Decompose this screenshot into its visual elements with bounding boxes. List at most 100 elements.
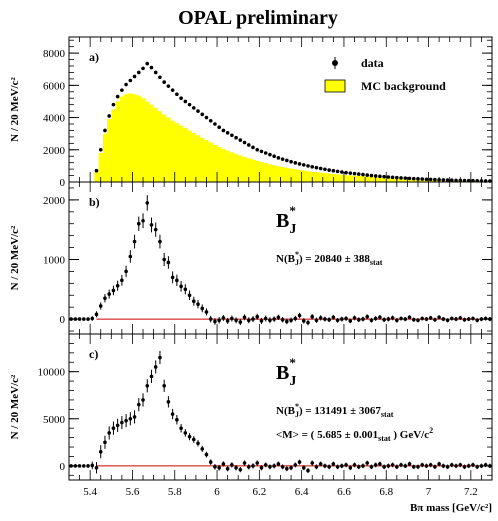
data-point bbox=[450, 316, 454, 321]
data-point bbox=[251, 317, 255, 321]
data-point bbox=[141, 218, 145, 223]
data-point bbox=[98, 449, 103, 454]
data-point bbox=[365, 173, 370, 177]
data-point bbox=[179, 284, 183, 289]
data-point bbox=[213, 319, 217, 324]
data-point bbox=[458, 316, 463, 320]
data-point bbox=[187, 434, 192, 439]
data-point bbox=[352, 316, 357, 320]
data-point bbox=[103, 296, 107, 301]
data-point bbox=[149, 65, 154, 70]
data-point bbox=[488, 464, 492, 468]
data-point bbox=[348, 465, 353, 470]
data-point bbox=[450, 463, 454, 467]
data-point bbox=[263, 463, 268, 467]
data-point bbox=[153, 70, 158, 75]
data-point bbox=[323, 317, 327, 321]
data-point bbox=[424, 464, 429, 468]
data-point bbox=[86, 317, 90, 321]
data-point bbox=[145, 61, 150, 66]
data-point bbox=[293, 316, 298, 321]
data-point bbox=[441, 178, 446, 182]
data-point bbox=[352, 463, 357, 467]
data-point bbox=[462, 317, 467, 322]
data-point bbox=[107, 431, 111, 435]
data-point bbox=[340, 170, 344, 174]
data-point bbox=[356, 172, 361, 176]
data-point bbox=[454, 317, 458, 321]
data-point bbox=[208, 460, 213, 464]
mc-background-histogram bbox=[94, 93, 492, 182]
y-tick-label: 2000 bbox=[43, 145, 66, 157]
x-tick-label: 6.2 bbox=[252, 486, 266, 498]
data-point bbox=[285, 466, 289, 471]
data-point bbox=[183, 431, 188, 435]
data-point bbox=[111, 102, 116, 107]
data-point bbox=[331, 168, 336, 173]
data-point bbox=[94, 465, 99, 470]
data-point bbox=[361, 172, 365, 177]
data-point bbox=[251, 145, 255, 150]
data-point bbox=[115, 283, 120, 288]
data-point bbox=[445, 318, 450, 323]
data-point bbox=[230, 316, 234, 321]
data-point bbox=[141, 398, 145, 402]
data-point bbox=[369, 173, 374, 178]
data-point bbox=[471, 463, 475, 467]
data-point bbox=[158, 355, 162, 360]
data-point bbox=[454, 464, 458, 468]
data-point bbox=[268, 152, 272, 157]
chart-title: OPAL preliminary bbox=[178, 7, 338, 29]
legend: data MC background bbox=[324, 56, 446, 93]
data-point bbox=[390, 175, 395, 180]
data-point bbox=[166, 84, 171, 88]
data-point bbox=[382, 174, 386, 179]
data-point bbox=[204, 310, 209, 314]
data-point bbox=[454, 178, 458, 183]
data-point bbox=[318, 462, 323, 466]
data-point bbox=[390, 316, 395, 320]
data-point bbox=[246, 143, 251, 147]
data-point bbox=[132, 74, 137, 79]
data-point bbox=[285, 319, 289, 324]
signal-label: BJ* bbox=[276, 203, 296, 237]
data-point bbox=[259, 149, 264, 154]
data-point bbox=[217, 318, 221, 323]
data-point bbox=[175, 278, 179, 283]
data-point bbox=[340, 464, 344, 468]
data-point bbox=[327, 317, 331, 322]
data-point bbox=[103, 440, 107, 445]
data-point bbox=[196, 302, 200, 306]
x-tick-label: 5.4 bbox=[83, 486, 97, 498]
data-point bbox=[437, 315, 441, 320]
data-point bbox=[136, 402, 141, 407]
data-point bbox=[428, 177, 433, 182]
data-point bbox=[369, 318, 374, 323]
data-point bbox=[458, 178, 463, 183]
data-point bbox=[445, 178, 450, 182]
data-point bbox=[153, 227, 158, 232]
data-point bbox=[323, 464, 327, 468]
data-point bbox=[230, 133, 234, 138]
x-tick-label: 6 bbox=[214, 486, 220, 498]
y-tick-label: 5000 bbox=[43, 414, 66, 426]
chart-body: 0 2000 4000 6000 8000 N / 20 MeV/c² a) data MC b… bbox=[9, 36, 493, 514]
data-point bbox=[255, 147, 260, 152]
data-point bbox=[479, 464, 484, 468]
data-point bbox=[263, 316, 268, 321]
data-point bbox=[356, 465, 361, 469]
data-point bbox=[301, 319, 306, 323]
data-point bbox=[276, 462, 281, 466]
data-point bbox=[420, 463, 425, 467]
data-point bbox=[450, 178, 454, 183]
data-point bbox=[348, 171, 353, 175]
yield-annotation: N(BJ*) = 20840 ± 388stat bbox=[276, 250, 383, 267]
x-tick-label: 6.4 bbox=[295, 486, 309, 498]
data-point bbox=[301, 163, 306, 167]
data-point bbox=[386, 317, 391, 321]
data-point bbox=[98, 147, 103, 152]
data-point bbox=[162, 80, 166, 84]
data-point bbox=[94, 168, 99, 173]
panel-label: b) bbox=[89, 195, 100, 209]
